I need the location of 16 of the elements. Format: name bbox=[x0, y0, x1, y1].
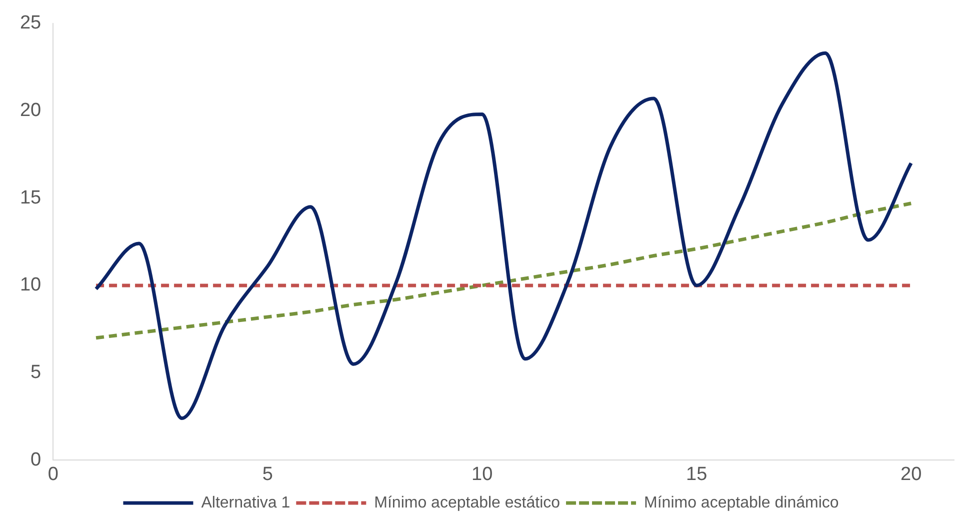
y-tick-label: 0 bbox=[30, 449, 42, 470]
y-tick-label: 10 bbox=[20, 274, 42, 296]
line-series bbox=[94, 51, 913, 420]
x-tick-label: 10 bbox=[472, 464, 493, 485]
x-tick-label: 5 bbox=[262, 464, 273, 485]
legend-label: Mínimo aceptable estático bbox=[374, 494, 560, 512]
line-series bbox=[94, 202, 913, 340]
legend-label: Alternativa 1 bbox=[201, 494, 290, 512]
legend-label: Mínimo aceptable dinámico bbox=[644, 494, 839, 512]
y-tick-label: 5 bbox=[30, 362, 42, 384]
y-tick-label: 15 bbox=[20, 187, 42, 208]
y-tick-label: 20 bbox=[20, 100, 42, 121]
x-tick-label: 20 bbox=[900, 464, 922, 485]
y-tick-label: 25 bbox=[20, 12, 42, 34]
x-tick-label: 15 bbox=[686, 464, 708, 485]
x-tick-label: 0 bbox=[48, 464, 58, 485]
